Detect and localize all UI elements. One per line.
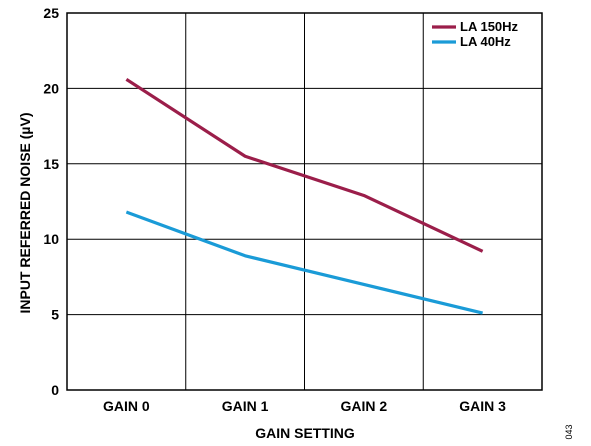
x-tick-label: GAIN 1 [222,398,269,414]
plot-frame [66,12,543,391]
y-tick-label: 20 [43,80,59,96]
tick-labels: 0 5 10 15 20 25 GAIN 0 GAIN 1 GAIN 2 GAIN 3 [43,5,506,414]
x-tick-label: GAIN 2 [341,398,388,414]
y-tick-label: 25 [43,5,59,21]
y-tick-label: 5 [51,307,59,323]
figure-id: 043 [564,424,574,439]
y-tick-label: 15 [43,156,59,172]
series-line-2 [125,210,484,315]
y-tick-label: 0 [51,382,59,398]
x-tick-label: GAIN 3 [459,398,506,414]
grid [66,12,543,391]
series-line-1 [125,78,484,253]
legend-label: LA 150Hz [460,19,519,34]
legend-label: LA 40Hz [460,34,511,49]
x-tick-label: GAIN 0 [103,398,150,414]
y-tick-label: 10 [43,231,59,247]
x-axis-title: GAIN SETTING [255,425,355,441]
y-axis-title: INPUT REFERRED NOISE (µV) [17,113,33,314]
series-lines [125,78,484,315]
